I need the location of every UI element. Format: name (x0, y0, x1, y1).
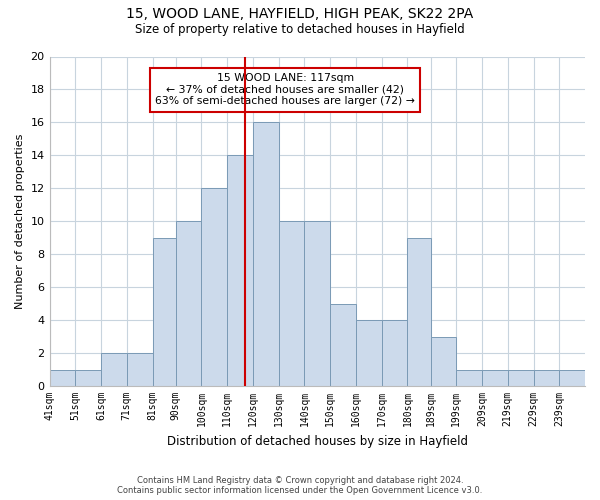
Text: Contains HM Land Registry data © Crown copyright and database right 2024.
Contai: Contains HM Land Registry data © Crown c… (118, 476, 482, 495)
Bar (559, 370, 585, 386)
Bar (407, 238, 431, 386)
Bar (456, 370, 482, 386)
Bar (304, 222, 330, 386)
Text: 15, WOOD LANE, HAYFIELD, HIGH PEAK, SK22 2PA: 15, WOOD LANE, HAYFIELD, HIGH PEAK, SK22… (127, 8, 473, 22)
Bar (431, 336, 456, 386)
Bar (127, 353, 152, 386)
Bar (50, 370, 75, 386)
X-axis label: Distribution of detached houses by size in Hayfield: Distribution of detached houses by size … (167, 434, 468, 448)
Text: 15 WOOD LANE: 117sqm
← 37% of detached houses are smaller (42)
63% of semi-detac: 15 WOOD LANE: 117sqm ← 37% of detached h… (155, 73, 415, 106)
Bar (253, 122, 278, 386)
Bar (101, 353, 127, 386)
Bar (382, 320, 407, 386)
Bar (482, 370, 508, 386)
Bar (176, 222, 202, 386)
Text: Size of property relative to detached houses in Hayfield: Size of property relative to detached ho… (135, 22, 465, 36)
Y-axis label: Number of detached properties: Number of detached properties (15, 134, 25, 309)
Bar (278, 222, 304, 386)
Bar (227, 156, 253, 386)
Bar (75, 370, 101, 386)
Bar (508, 370, 533, 386)
Bar (356, 320, 382, 386)
Bar (202, 188, 227, 386)
Bar (330, 304, 356, 386)
Bar (533, 370, 559, 386)
Bar (152, 238, 176, 386)
